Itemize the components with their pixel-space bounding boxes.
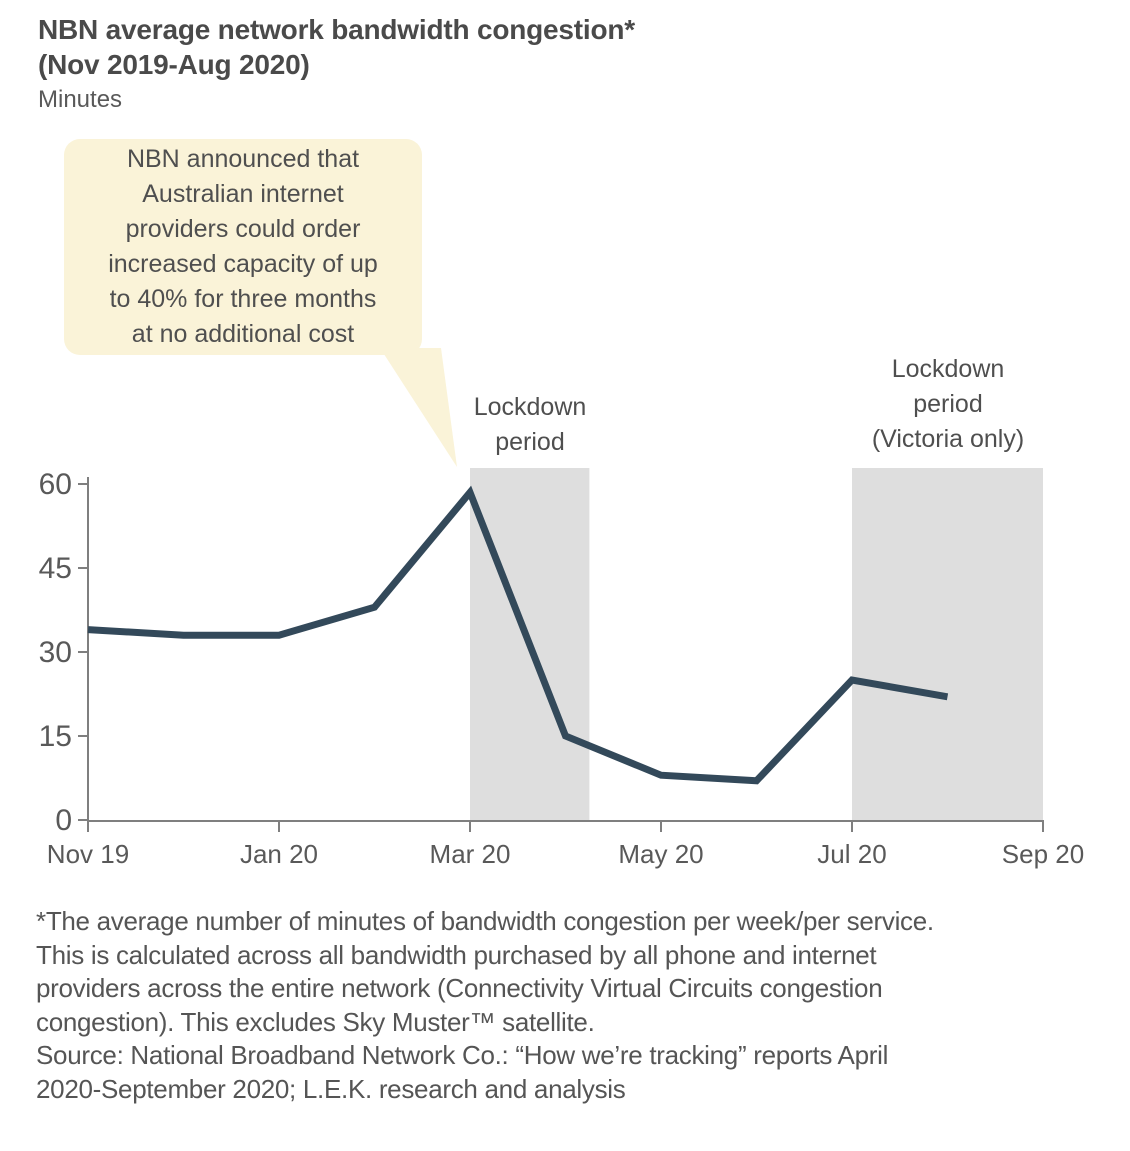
- lockdown-shaded-region-2: [852, 468, 1043, 821]
- lockdown-period-label: Lockdown period: [473, 393, 587, 456]
- y-axis-tick-label: 0: [55, 804, 72, 837]
- y-axis-units-label: Minutes: [38, 86, 123, 113]
- chart-title: NBN average network bandwidth congestion…: [38, 14, 635, 45]
- x-axis-tick-label: Jul 20: [817, 839, 886, 869]
- callout-text: NBN announced that Australian internet p…: [108, 145, 378, 348]
- callout-tail-shape: [380, 348, 457, 467]
- y-axis-tick-label: 15: [39, 720, 72, 753]
- y-axis-tick-label: 30: [39, 636, 72, 669]
- title-block: NBN average network bandwidth congestion…: [38, 12, 635, 114]
- x-axis-tick-label: Sep 20: [1002, 839, 1084, 869]
- y-axis-tick-label: 45: [39, 552, 72, 585]
- lockdown-period-victoria-label: Lockdown period (Victoria only): [871, 355, 1025, 453]
- callout-tail: [380, 348, 457, 467]
- x-axis-tick-label: May 20: [618, 839, 703, 869]
- chart-subtitle: (Nov 2019-Aug 2020): [38, 49, 310, 80]
- callout-bubble: NBN announced that Australian internet p…: [64, 139, 422, 355]
- congestion-line-series: [87, 485, 949, 785]
- footnote-and-source: *The average number of minutes of bandwi…: [36, 906, 934, 1104]
- y-axis-tick-label: 60: [39, 468, 72, 501]
- x-axis-tick-label: Jan 20: [240, 839, 318, 869]
- x-axis-tick-label: Mar 20: [430, 839, 511, 869]
- x-axis-tick-label: Nov 19: [47, 839, 129, 869]
